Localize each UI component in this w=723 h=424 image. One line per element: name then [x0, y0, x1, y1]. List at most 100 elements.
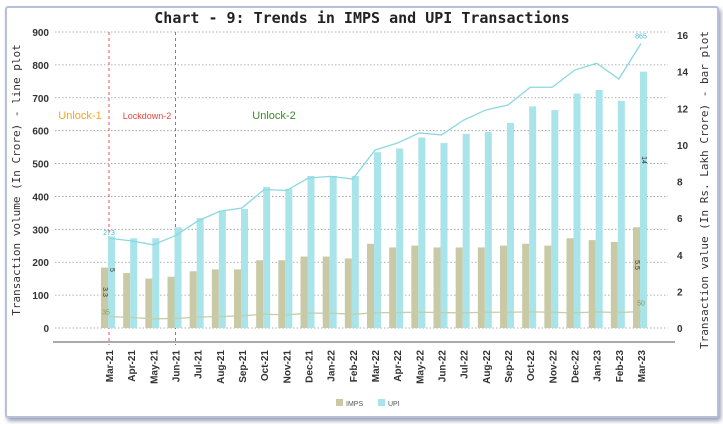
imps-bar	[344, 258, 352, 328]
upi-bar	[640, 71, 647, 328]
upi-legend-label: UPI	[388, 401, 400, 408]
x-tick-label: May-21	[149, 350, 160, 384]
imps-bar	[189, 271, 197, 328]
y-left-tick-label: 700	[32, 94, 49, 105]
annotation-label: Lockdown-2	[123, 111, 172, 121]
x-tick-label: Aug-22	[482, 350, 493, 384]
y-left-tick-label: 200	[32, 258, 49, 269]
upi-bar	[196, 218, 204, 328]
imps-bar-label: 5.5	[633, 260, 640, 270]
upi-bar	[573, 93, 581, 328]
x-tick-label: Apr-21	[127, 350, 138, 382]
x-tick-label: Oct-21	[260, 350, 271, 382]
imps-volume-line	[108, 310, 642, 320]
upi-bar	[595, 89, 603, 328]
upi-bar	[351, 176, 359, 328]
upi-bar	[218, 210, 226, 328]
imps-bar	[278, 260, 286, 328]
upi-line-label: 273	[103, 230, 115, 237]
y-left-tick-label: 300	[32, 225, 49, 236]
x-tick-label: Sep-21	[238, 350, 249, 383]
upi-bar	[108, 236, 115, 328]
y-left-tick-label: 100	[32, 291, 49, 302]
imps-bar	[455, 247, 463, 328]
imps-bar	[101, 267, 108, 328]
y-right-tick-label: 8	[677, 178, 683, 189]
y-left-tick-label: 0	[43, 324, 49, 335]
x-tick-label: Mar-23	[637, 350, 648, 383]
y-right-tick-label: 10	[677, 141, 689, 152]
annotation-label: Unlock-1	[58, 110, 101, 122]
x-tick-label: Jul-22	[460, 350, 471, 379]
y-left-tick-label: 600	[32, 127, 49, 138]
imps-bar	[167, 276, 175, 328]
imps-bar	[566, 238, 574, 328]
x-tick-label: May-22	[415, 350, 426, 384]
y-right-tick-label: 0	[677, 324, 683, 335]
upi-bar	[396, 148, 404, 328]
imps-bar	[256, 260, 264, 328]
upi-line-label: 865	[635, 34, 647, 41]
y-right-tick-label: 16	[677, 31, 689, 42]
upi-bar	[440, 143, 448, 328]
imps-bar	[544, 245, 552, 328]
imps-bar	[123, 273, 131, 328]
y-axis-right-label: Transaction value (In Rs. Lakh Crore) - …	[698, 31, 711, 349]
imps-bar	[411, 245, 419, 328]
upi-bar	[130, 238, 138, 328]
x-tick-label: Jan-22	[327, 350, 338, 382]
x-tick-label: Nov-21	[282, 350, 293, 384]
x-tick-label: Jun-21	[172, 350, 183, 383]
imps-line-label: 50	[637, 301, 645, 308]
upi-volume-line	[108, 43, 642, 246]
x-tick-label: Oct-22	[526, 350, 537, 382]
y-axis-left-label: Transaction volume (In Crore) - line plo…	[10, 44, 23, 316]
x-tick-label: Feb-23	[615, 350, 626, 383]
chart-title: Chart - 9: Trends in IMPS and UPI Transa…	[154, 9, 569, 27]
imps-bar	[588, 240, 596, 328]
imps-bar	[367, 243, 374, 328]
x-tick-label: Jul-21	[194, 350, 205, 379]
upi-bar	[551, 110, 559, 328]
upi-bar	[374, 152, 381, 328]
imps-bar	[145, 278, 153, 328]
y-right-tick-label: 14	[677, 68, 689, 79]
y-left-tick-label: 500	[32, 160, 49, 171]
imps-bar	[500, 245, 507, 328]
x-tick-label: Mar-22	[371, 350, 382, 383]
imps-bar	[633, 227, 640, 328]
upi-bar	[529, 106, 537, 328]
upi-legend-swatch	[378, 399, 385, 406]
x-tick-label: Jan-23	[593, 350, 604, 382]
y-right-tick-label: 4	[677, 251, 683, 262]
y-right-tick-label: 12	[677, 104, 689, 115]
upi-bar	[174, 227, 182, 328]
upi-bar	[462, 133, 470, 328]
x-tick-label: Feb-22	[349, 350, 360, 383]
x-tick-label: Apr-22	[393, 350, 404, 382]
upi-bar-label: 14	[640, 156, 647, 164]
x-tick-label: Nov-22	[548, 350, 559, 384]
imps-legend-label: IMPS	[346, 401, 363, 408]
upi-bar	[617, 100, 625, 328]
imps-bar	[477, 247, 485, 328]
x-tick-label: Jun-22	[438, 350, 449, 383]
imps-bar	[522, 243, 530, 328]
imps-bar	[610, 241, 618, 328]
imps-legend-swatch	[336, 399, 343, 406]
upi-bar-label: 5	[108, 268, 115, 272]
y-left-tick-label: 800	[32, 61, 49, 72]
y-left-tick-label: 400	[32, 192, 49, 203]
x-tick-label: Mar-21	[105, 350, 116, 383]
imps-bar	[211, 269, 219, 328]
upi-bar	[329, 176, 337, 328]
y-right-tick-label: 6	[677, 214, 683, 225]
upi-bar	[507, 122, 514, 329]
x-tick-label: Dec-22	[571, 350, 582, 383]
upi-bar	[307, 176, 315, 328]
x-tick-label: Sep-22	[504, 350, 515, 383]
imps-bar	[389, 247, 397, 328]
upi-bar	[418, 137, 426, 328]
upi-bar	[285, 188, 293, 328]
